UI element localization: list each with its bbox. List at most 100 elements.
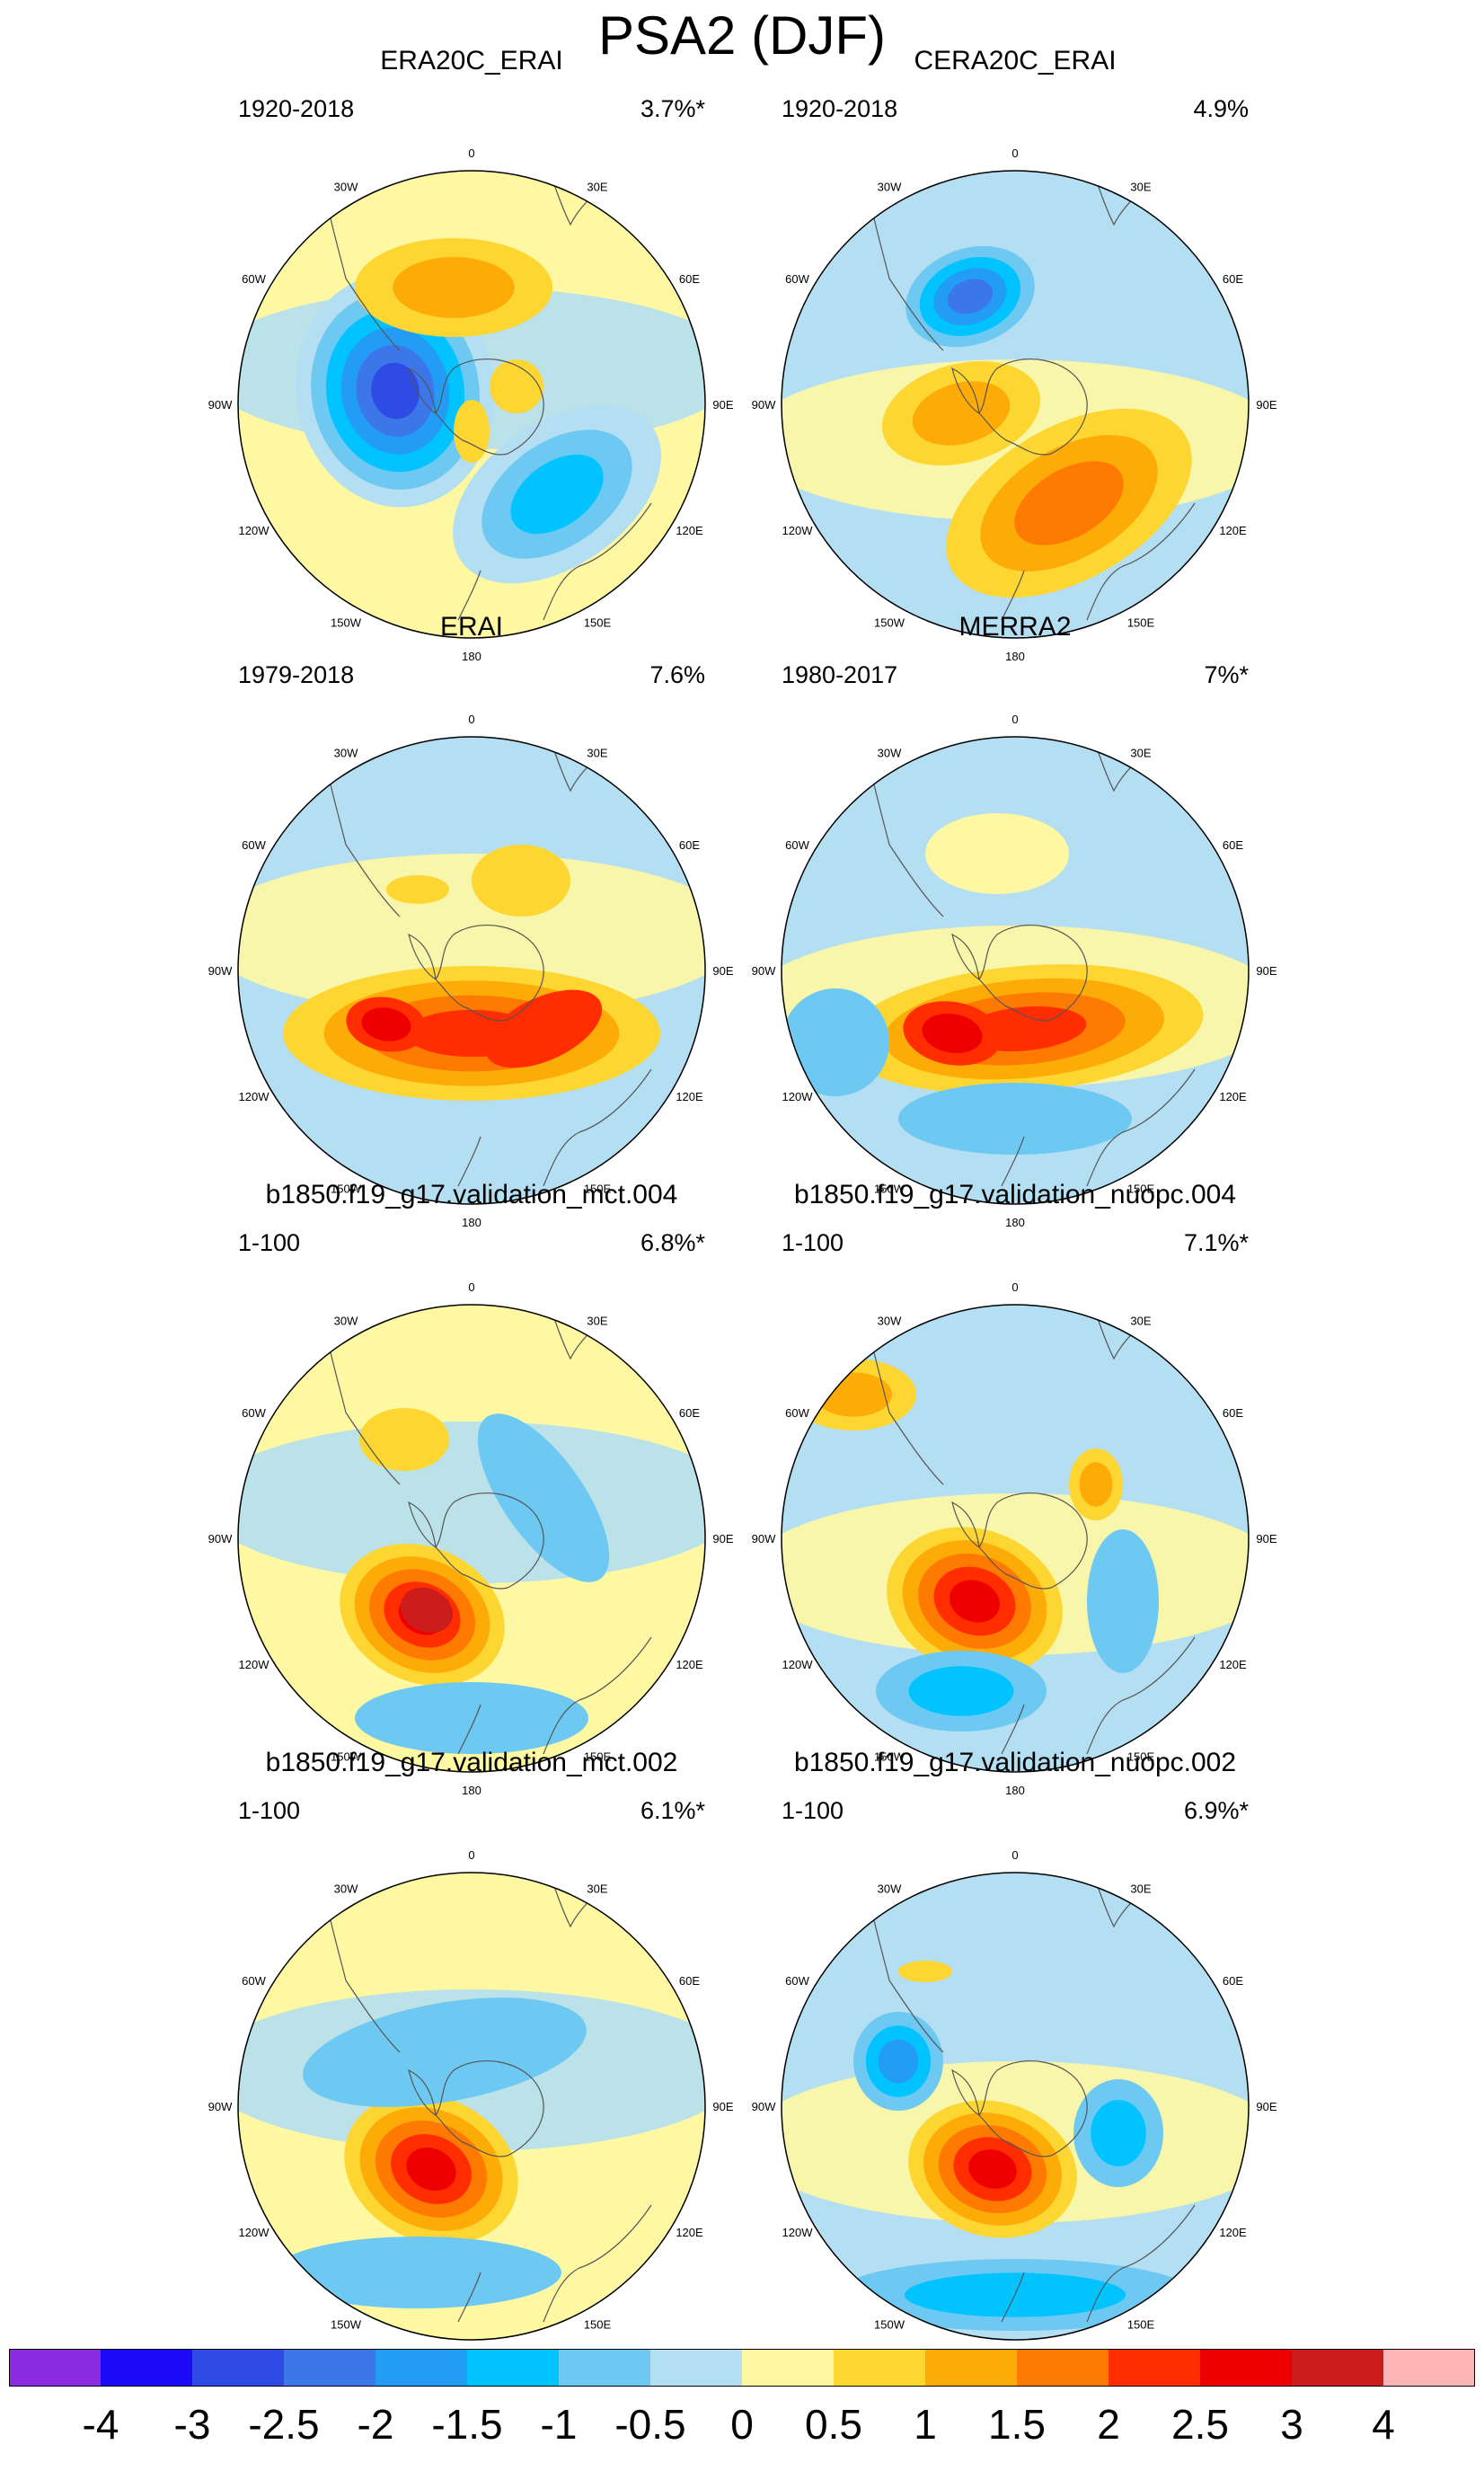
longitude-label: 60E — [1223, 838, 1243, 852]
new-zealand-coastline — [1001, 2272, 1025, 2323]
longitude-label: 60E — [679, 1974, 700, 1988]
contour-fill — [1014, 461, 1124, 545]
longitude-label: 120W — [239, 1658, 270, 1671]
colorbar-segment — [559, 2349, 650, 2387]
longitude-label: 60W — [242, 838, 266, 852]
contour-fill — [908, 1666, 1014, 1716]
longitude-label: 180 — [462, 1216, 481, 1229]
longitude-label: 120E — [676, 524, 703, 537]
australia-coastline — [543, 1636, 652, 1755]
longitude-label: 90W — [208, 964, 233, 978]
contour-fill — [454, 400, 490, 463]
longitude-label: 0 — [468, 1848, 474, 1862]
colorbar-tick-label: -3 — [173, 2401, 211, 2448]
longitude-label: 30E — [1130, 181, 1151, 194]
map-boundary — [237, 170, 706, 639]
panel-title: b1850.f19_g17.validation_mct.004 — [265, 1180, 678, 1209]
panel-period: 1980-2017 — [782, 661, 898, 688]
longitude-label: 120W — [782, 1658, 814, 1671]
contour-fill — [1091, 2100, 1146, 2166]
longitude-label: 60E — [1223, 1974, 1243, 1988]
contour-fill — [782, 988, 889, 1096]
longitude-label: 30E — [587, 1882, 607, 1896]
longitude-label: 150W — [874, 616, 905, 630]
panel-variance-percent: 6.1%* — [640, 1797, 705, 1824]
longitude-label: 180 — [1005, 1216, 1025, 1229]
colorbar-tick-label: 4 — [1372, 2401, 1395, 2448]
longitude-label: 60W — [785, 1406, 809, 1420]
colorbar-segment — [101, 2349, 192, 2387]
longitude-label: 120W — [239, 2226, 270, 2239]
longitude-label: 60E — [679, 1406, 700, 1420]
australia-coastline — [543, 2204, 652, 2323]
longitude-label: 30E — [1130, 1882, 1151, 1896]
longitude-label: 90E — [712, 964, 733, 978]
longitude-label: 150W — [331, 1750, 362, 1764]
colorbar-tick-label: 1 — [914, 2401, 937, 2448]
panel-period: 1920-2018 — [238, 95, 355, 122]
antarctica-coastline — [408, 359, 544, 456]
new-zealand-coastline — [457, 2272, 481, 2323]
longitude-label: 90W — [752, 964, 776, 978]
colorbar-segment — [650, 2349, 742, 2387]
longitude-label: 30E — [587, 181, 607, 194]
colorbar-tick-label: -2 — [357, 2401, 394, 2448]
new-zealand-coastline — [457, 570, 481, 621]
longitude-label: 120E — [676, 1658, 703, 1671]
longitude-label: 0 — [1011, 713, 1018, 726]
longitude-label: 0 — [1011, 1280, 1018, 1294]
colorbar-segment — [1292, 2349, 1383, 2387]
longitude-label: 120E — [1219, 1090, 1247, 1103]
longitude-label: 90E — [712, 398, 733, 412]
panel-variance-percent: 6.9%* — [1183, 1797, 1249, 1824]
longitude-label: 60E — [1223, 272, 1243, 286]
contour-fill — [898, 1083, 1132, 1155]
longitude-label: 30W — [334, 1882, 358, 1896]
map-boundary — [781, 1304, 1250, 1773]
longitude-label: 0 — [468, 1280, 474, 1294]
contour-fill — [950, 1580, 1000, 1623]
map-boundary — [781, 736, 1250, 1205]
longitude-label: 90W — [752, 1532, 776, 1546]
contour-fill — [355, 1682, 588, 1754]
longitude-label: 150W — [331, 2318, 362, 2332]
colorbar-segment — [375, 2349, 467, 2387]
panel-variance-percent: 4.9% — [1193, 95, 1249, 122]
longitude-label: 60W — [242, 1974, 266, 1988]
longitude-label: 0 — [1011, 146, 1018, 160]
longitude-label: 120E — [676, 1090, 703, 1103]
longitude-label: 120E — [1219, 524, 1247, 537]
new-zealand-coastline — [1001, 570, 1025, 621]
longitude-label: 180 — [1005, 1784, 1025, 1797]
longitude-label: 90E — [1256, 964, 1276, 978]
field-band — [238, 854, 705, 1015]
longitude-label: 150E — [1127, 2318, 1155, 2332]
longitude-label: 60E — [1223, 1406, 1243, 1420]
longitude-label: 120W — [239, 524, 270, 537]
contour-fill — [1087, 1529, 1159, 1673]
panel-title: b1850.f19_g17.validation_nuopc.002 — [793, 1748, 1237, 1777]
contour-fill — [477, 1413, 610, 1582]
australia-coastline — [543, 1068, 652, 1187]
colorbar-tick-label: 2.5 — [1171, 2401, 1229, 2448]
panel-variance-percent: 7.6% — [649, 661, 705, 688]
panel-title: ERA20C_ERAI — [380, 46, 563, 75]
new-zealand-coastline — [1001, 1136, 1025, 1187]
colorbar-tick-label: -1.5 — [431, 2401, 503, 2448]
colorbar-tick-label: 0.5 — [805, 2401, 862, 2448]
map-boundary — [781, 170, 1250, 639]
longitude-label: 90E — [1256, 1532, 1276, 1546]
longitude-label: 30W — [878, 1315, 902, 1328]
panel-variance-percent: 7%* — [1204, 661, 1249, 688]
colorbar-segment — [1109, 2349, 1200, 2387]
antarctica-coastline — [951, 1493, 1088, 1590]
longitude-label: 120W — [239, 1090, 270, 1103]
longitude-label: 150E — [1127, 616, 1155, 630]
colorbar-segment — [925, 2349, 1017, 2387]
contour-fill — [406, 2148, 456, 2191]
longitude-label: 90E — [1256, 2100, 1276, 2113]
longitude-label: 180 — [462, 1784, 481, 1797]
colorbar-segment — [1017, 2349, 1109, 2387]
